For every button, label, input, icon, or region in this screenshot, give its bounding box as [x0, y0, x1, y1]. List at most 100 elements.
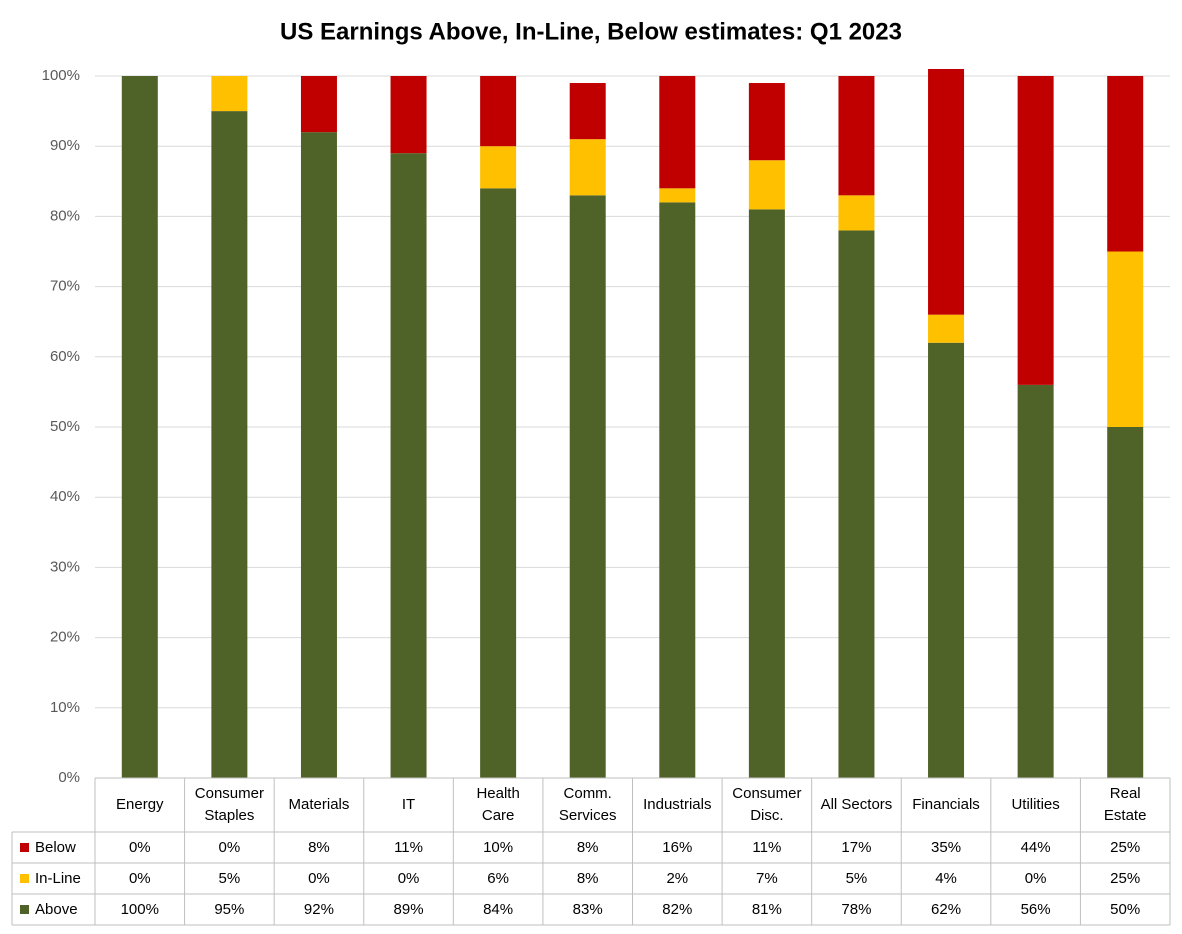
data-label: 81% — [751, 900, 782, 918]
category-label: Real Estate — [1103, 785, 1147, 824]
bar-segment — [300, 76, 337, 133]
y-tick-label: 70% — [50, 278, 80, 295]
data-label: 8% — [576, 869, 599, 887]
data-label: 11% — [752, 838, 782, 856]
bar-segment — [211, 111, 248, 779]
data-label: 0% — [1024, 869, 1047, 887]
data-label: 83% — [572, 900, 603, 918]
data-label: 92% — [303, 900, 334, 918]
data-label: 56% — [1020, 900, 1051, 918]
legend-key — [20, 874, 29, 883]
data-label: 0% — [128, 869, 151, 887]
bar-segment — [480, 146, 517, 189]
category-label: Materials — [288, 796, 350, 814]
y-tick-label: 60% — [50, 348, 80, 365]
legend-key — [20, 843, 29, 852]
data-label: 95% — [214, 900, 245, 918]
data-label: 0% — [308, 869, 330, 887]
data-label: 0% — [397, 869, 420, 887]
legend-entry: In-Line — [12, 863, 95, 894]
data-label: 17% — [841, 838, 872, 856]
bar-segment — [748, 160, 785, 210]
bar-segment — [390, 153, 427, 779]
data-label: 89% — [393, 900, 424, 918]
bar-segment — [838, 230, 875, 778]
data-label: 8% — [576, 838, 599, 856]
data-label: 11% — [394, 838, 423, 856]
y-tick-label: 50% — [50, 418, 80, 435]
data-label: 0% — [128, 838, 151, 856]
category-label: Financials — [912, 796, 980, 814]
bar-segment — [928, 68, 965, 315]
data-label: 16% — [662, 838, 693, 856]
data-label: 35% — [931, 838, 962, 856]
data-label: 100% — [120, 900, 159, 918]
bar-segment — [569, 195, 606, 779]
y-tick-label: 30% — [50, 558, 80, 575]
bar-segment — [121, 76, 158, 778]
y-tick-label: 20% — [50, 629, 80, 646]
data-label: 7% — [756, 869, 778, 887]
data-label: 0% — [218, 838, 241, 856]
category-label: IT — [401, 796, 416, 814]
legend-label: Above — [35, 900, 78, 918]
category-label: Comm. Services — [558, 785, 617, 824]
legend-entry: Above — [12, 894, 95, 925]
bar-segment — [569, 139, 606, 196]
bar-segment — [659, 188, 696, 203]
y-tick-label: 0% — [58, 769, 80, 786]
bar-segment — [1107, 427, 1144, 778]
category-label: Consumer Disc. — [732, 785, 802, 824]
data-label: 10% — [483, 838, 514, 856]
bar-segment — [480, 188, 517, 778]
bar-segment — [659, 76, 696, 189]
y-tick-label: 90% — [50, 137, 80, 154]
legend-label: Below — [35, 838, 76, 856]
category-label: Consumer Staples — [194, 785, 264, 824]
legend-label: In-Line — [35, 869, 81, 887]
bar-segment — [1017, 76, 1054, 385]
y-tick-label: 10% — [50, 699, 80, 716]
category-label: All Sectors — [820, 796, 893, 814]
bar-segment — [838, 195, 875, 231]
data-label: 84% — [483, 900, 514, 918]
legend-entry: Below — [12, 832, 95, 863]
bar-segment — [1017, 384, 1054, 778]
data-label: 25% — [1110, 869, 1141, 887]
bar-segment — [928, 314, 965, 343]
category-label: Health Care — [476, 785, 520, 824]
category-label: Industrials — [643, 796, 712, 814]
bar-segment — [748, 83, 785, 161]
data-label: 5% — [218, 869, 241, 887]
bar-segment — [480, 76, 517, 147]
bar-segment — [928, 342, 965, 778]
bar-segment — [659, 202, 696, 779]
y-tick-label: 80% — [50, 207, 80, 224]
category-label: Energy — [116, 796, 164, 814]
y-tick-label: 40% — [50, 488, 80, 505]
chart-title: US Earnings Above, In-Line, Below estima… — [280, 18, 902, 45]
data-label: 78% — [841, 900, 872, 918]
bar-segment — [838, 76, 875, 196]
bar-segment — [211, 76, 248, 112]
y-tick-label: 100% — [42, 67, 80, 84]
data-label: 50% — [1110, 900, 1141, 918]
bar-segment — [569, 83, 606, 140]
data-label: 62% — [931, 900, 962, 918]
bar-segment — [300, 132, 337, 778]
bar-segment — [390, 76, 427, 154]
legend-key — [20, 905, 29, 914]
bar-segment — [748, 209, 785, 778]
bar-segment — [1107, 76, 1144, 252]
data-label: 25% — [1110, 838, 1141, 856]
bar-segment — [1107, 251, 1144, 427]
data-label: 8% — [308, 838, 330, 856]
data-label: 2% — [666, 869, 689, 887]
data-label: 6% — [487, 869, 509, 887]
category-label: Utilities — [1011, 796, 1060, 814]
data-label: 44% — [1020, 838, 1051, 856]
data-label: 4% — [935, 869, 957, 887]
data-label: 82% — [662, 900, 693, 918]
